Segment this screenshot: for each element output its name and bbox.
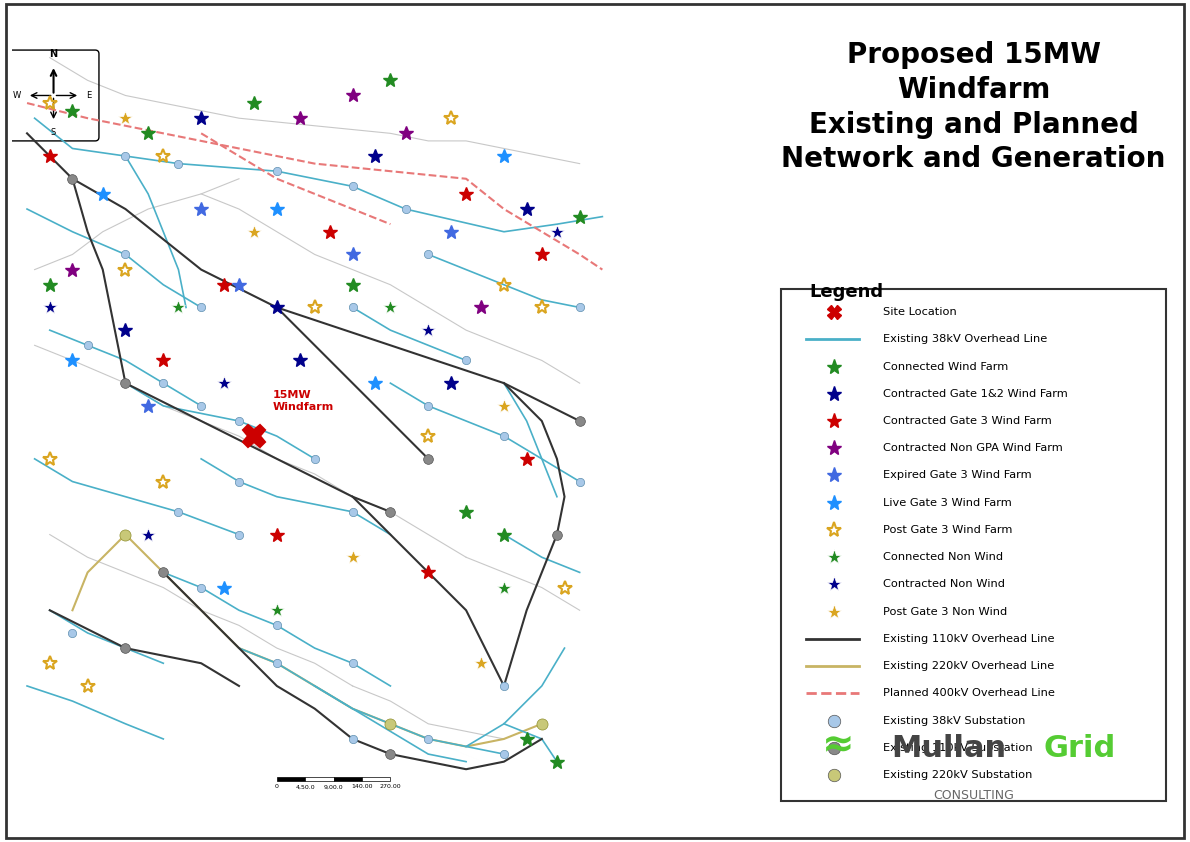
Bar xyxy=(306,777,333,781)
Text: Existing 110kV Overhead Line: Existing 110kV Overhead Line xyxy=(883,634,1056,644)
Text: Existing 38kV Substation: Existing 38kV Substation xyxy=(883,716,1026,726)
Text: Planned 400kV Overhead Line: Planned 400kV Overhead Line xyxy=(883,688,1056,698)
Text: CONSULTING: CONSULTING xyxy=(933,789,1014,802)
Text: Grid: Grid xyxy=(1044,734,1115,764)
Text: 9,00.0: 9,00.0 xyxy=(324,785,344,789)
Text: N: N xyxy=(50,49,57,59)
Text: 140.00: 140.00 xyxy=(351,785,372,789)
Text: Contracted Non GPA Wind Farm: Contracted Non GPA Wind Farm xyxy=(883,443,1063,453)
Bar xyxy=(333,777,362,781)
Bar xyxy=(277,777,306,781)
Text: 15MW
Windfarm: 15MW Windfarm xyxy=(273,390,334,412)
Text: Existing 38kV Overhead Line: Existing 38kV Overhead Line xyxy=(883,334,1047,344)
Text: Proposed 15MW
Windfarm
Existing and Planned
Network and Generation: Proposed 15MW Windfarm Existing and Plan… xyxy=(782,41,1166,173)
Bar xyxy=(362,777,390,781)
Text: Existing 220kV Overhead Line: Existing 220kV Overhead Line xyxy=(883,661,1054,671)
Text: Contracted Gate 1&2 Wind Farm: Contracted Gate 1&2 Wind Farm xyxy=(883,389,1069,399)
Text: W: W xyxy=(13,91,21,100)
FancyBboxPatch shape xyxy=(781,289,1166,801)
Text: Connected Wind Farm: Connected Wind Farm xyxy=(883,361,1009,371)
Text: Contracted Gate 3 Wind Farm: Contracted Gate 3 Wind Farm xyxy=(883,416,1052,426)
Text: 4,50.0: 4,50.0 xyxy=(295,785,315,789)
Text: E: E xyxy=(86,91,92,100)
Text: Live Gate 3 Wind Farm: Live Gate 3 Wind Farm xyxy=(883,498,1013,508)
Text: Legend: Legend xyxy=(810,284,884,301)
Text: ≈: ≈ xyxy=(822,726,854,764)
Text: Existing 110kV Substation: Existing 110kV Substation xyxy=(883,743,1033,753)
Text: Post Gate 3 Wind Farm: Post Gate 3 Wind Farm xyxy=(883,525,1013,535)
Text: Contracted Non Wind: Contracted Non Wind xyxy=(883,579,1006,589)
Text: Existing 220kV Substation: Existing 220kV Substation xyxy=(883,770,1033,780)
Text: S: S xyxy=(51,128,56,137)
Text: Post Gate 3 Non Wind: Post Gate 3 Non Wind xyxy=(883,606,1008,616)
Text: 270.00: 270.00 xyxy=(380,785,401,789)
Text: Expired Gate 3 Wind Farm: Expired Gate 3 Wind Farm xyxy=(883,471,1032,481)
Text: Site Location: Site Location xyxy=(883,307,957,317)
Text: Mullan: Mullan xyxy=(891,734,1007,764)
Text: Connected Non Wind: Connected Non Wind xyxy=(883,552,1003,562)
Text: 0: 0 xyxy=(275,785,278,789)
